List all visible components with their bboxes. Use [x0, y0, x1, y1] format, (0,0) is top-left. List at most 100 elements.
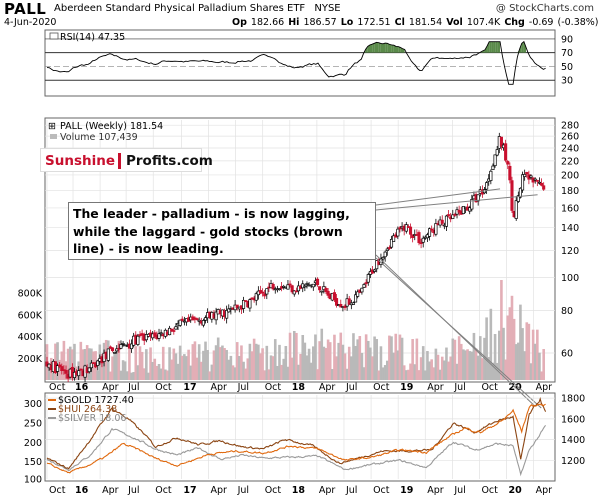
- volume-bar: [295, 332, 298, 380]
- candle-body: [476, 194, 480, 202]
- volume-bar: [68, 346, 72, 380]
- volume-bar: [147, 372, 150, 380]
- volume-bar: [172, 348, 176, 380]
- volume-bar: [436, 354, 440, 380]
- candlesticks: [45, 132, 546, 383]
- volume-bar: [510, 295, 514, 380]
- volume-bar: [379, 346, 383, 380]
- volume-bar: [320, 328, 324, 380]
- comparison-x-tick-label: Oct: [265, 485, 282, 496]
- volume-bar: [292, 330, 296, 380]
- price-x-axis-ticks: Oct 16 Apr Jul Oct 17 Apr Jul Oct 18 Apr Jul Oct 19 Ap…: [49, 382, 552, 393]
- change-label: Chg: [504, 17, 525, 28]
- candle-body: [115, 348, 119, 352]
- volume-bar: [276, 365, 279, 380]
- volume-bar: [223, 348, 226, 380]
- volume-bar: [164, 369, 167, 380]
- volume-bar: [199, 361, 203, 380]
- price-x-tick-label: Apr: [319, 382, 336, 393]
- volume-bar: [312, 346, 315, 380]
- price-legend-label: PALL (Weekly) 181.54: [60, 121, 163, 132]
- comparison-x-tick-label: 16: [75, 485, 89, 496]
- volume-bar: [331, 369, 334, 380]
- volume-bar: [371, 356, 374, 380]
- candle-body: [360, 287, 364, 293]
- price-x-tick-label: Jul: [237, 382, 249, 393]
- volume-bar: [66, 348, 70, 380]
- volume-bar: [377, 370, 381, 380]
- candle-body: [495, 149, 499, 156]
- volume-bar: [504, 359, 507, 380]
- comparison-x-tick-label: Apr: [210, 485, 227, 496]
- candle-body: [277, 288, 282, 290]
- candle-body: [324, 288, 328, 293]
- volume-legend-swatch: [50, 134, 57, 139]
- volume-bar: [202, 350, 205, 380]
- candle-body: [533, 178, 537, 181]
- volume-bar: [183, 354, 186, 380]
- candle-body: [136, 335, 140, 345]
- volume-bar: [533, 343, 537, 380]
- candle-body: [144, 334, 148, 341]
- volume-bar: [343, 353, 347, 380]
- rsi-overbought-segment: [393, 45, 397, 53]
- rsi-overbought-segment: [367, 44, 370, 53]
- volume-bar: [407, 369, 410, 380]
- close-label: Cl: [394, 17, 405, 28]
- quote-summary: Op 182.66 Hi 186.57 Lo 172.51 Cl 181.54 …: [232, 17, 600, 28]
- volume-bar: [491, 362, 495, 380]
- candle-body: [174, 326, 178, 330]
- rsi-panel-frame: [44, 29, 556, 97]
- candle-body: [58, 364, 62, 367]
- rsi-overbought-segment: [489, 41, 492, 53]
- volume-bar: [248, 343, 252, 380]
- stockcharts-credit-link[interactable]: @ StockCharts.com: [495, 3, 594, 14]
- volume-bar: [383, 365, 387, 380]
- volume-bar: [166, 370, 169, 380]
- candle-body: [520, 174, 525, 191]
- candle-body: [326, 290, 330, 296]
- price-tick-label: 160: [561, 203, 579, 214]
- volume-bar: [231, 365, 235, 380]
- volume-bar: [525, 322, 529, 380]
- volume-bar: [339, 332, 343, 380]
- volume-bar: [113, 351, 116, 380]
- candle-body: [356, 291, 360, 297]
- volume-bar: [242, 361, 245, 380]
- comparison-x-tick-label: Oct: [373, 485, 390, 496]
- price-x-tick-label: 19: [400, 382, 413, 393]
- volume-bar: [161, 346, 165, 380]
- volume-bar: [299, 353, 302, 380]
- rsi-overbought-segment: [497, 41, 501, 53]
- volume-bar: [246, 358, 250, 380]
- annotation-text: The leader - palladium - is now lagging,…: [73, 206, 350, 256]
- volume-bar: [430, 359, 433, 380]
- hui-line: [46, 397, 547, 470]
- volume-bar: [369, 347, 372, 380]
- candle-body: [383, 251, 387, 258]
- candle-body: [110, 347, 115, 352]
- rsi-tick-label: 30: [561, 76, 573, 87]
- candle-body: [392, 235, 396, 242]
- price-x-tick-label: Apr: [210, 382, 227, 393]
- volume-bar: [453, 339, 457, 380]
- price-tick-label: 60: [561, 349, 573, 360]
- candle-body: [265, 288, 269, 295]
- candle-body: [542, 185, 546, 190]
- candle-body: [373, 269, 377, 272]
- comparison-left-tick-label: 100: [24, 475, 42, 486]
- volume-bar: [123, 361, 127, 380]
- gold-line: [46, 403, 546, 474]
- comparison-x-tick-label: 19: [400, 485, 413, 496]
- annotation-box: The leader - palladium - is now lagging,…: [68, 202, 376, 260]
- volume-bar: [459, 343, 463, 380]
- volume-bar: [195, 357, 199, 380]
- rsi-overbought-segment: [521, 41, 524, 53]
- annotation-callout-lines: [375, 188, 542, 409]
- volume-bar: [187, 349, 190, 380]
- rsi-overbought-segment: [378, 42, 381, 53]
- candle-body: [518, 187, 522, 198]
- candle-body: [525, 172, 529, 175]
- volume-bar: [189, 365, 193, 380]
- price-x-tick-label: Jul: [345, 382, 357, 393]
